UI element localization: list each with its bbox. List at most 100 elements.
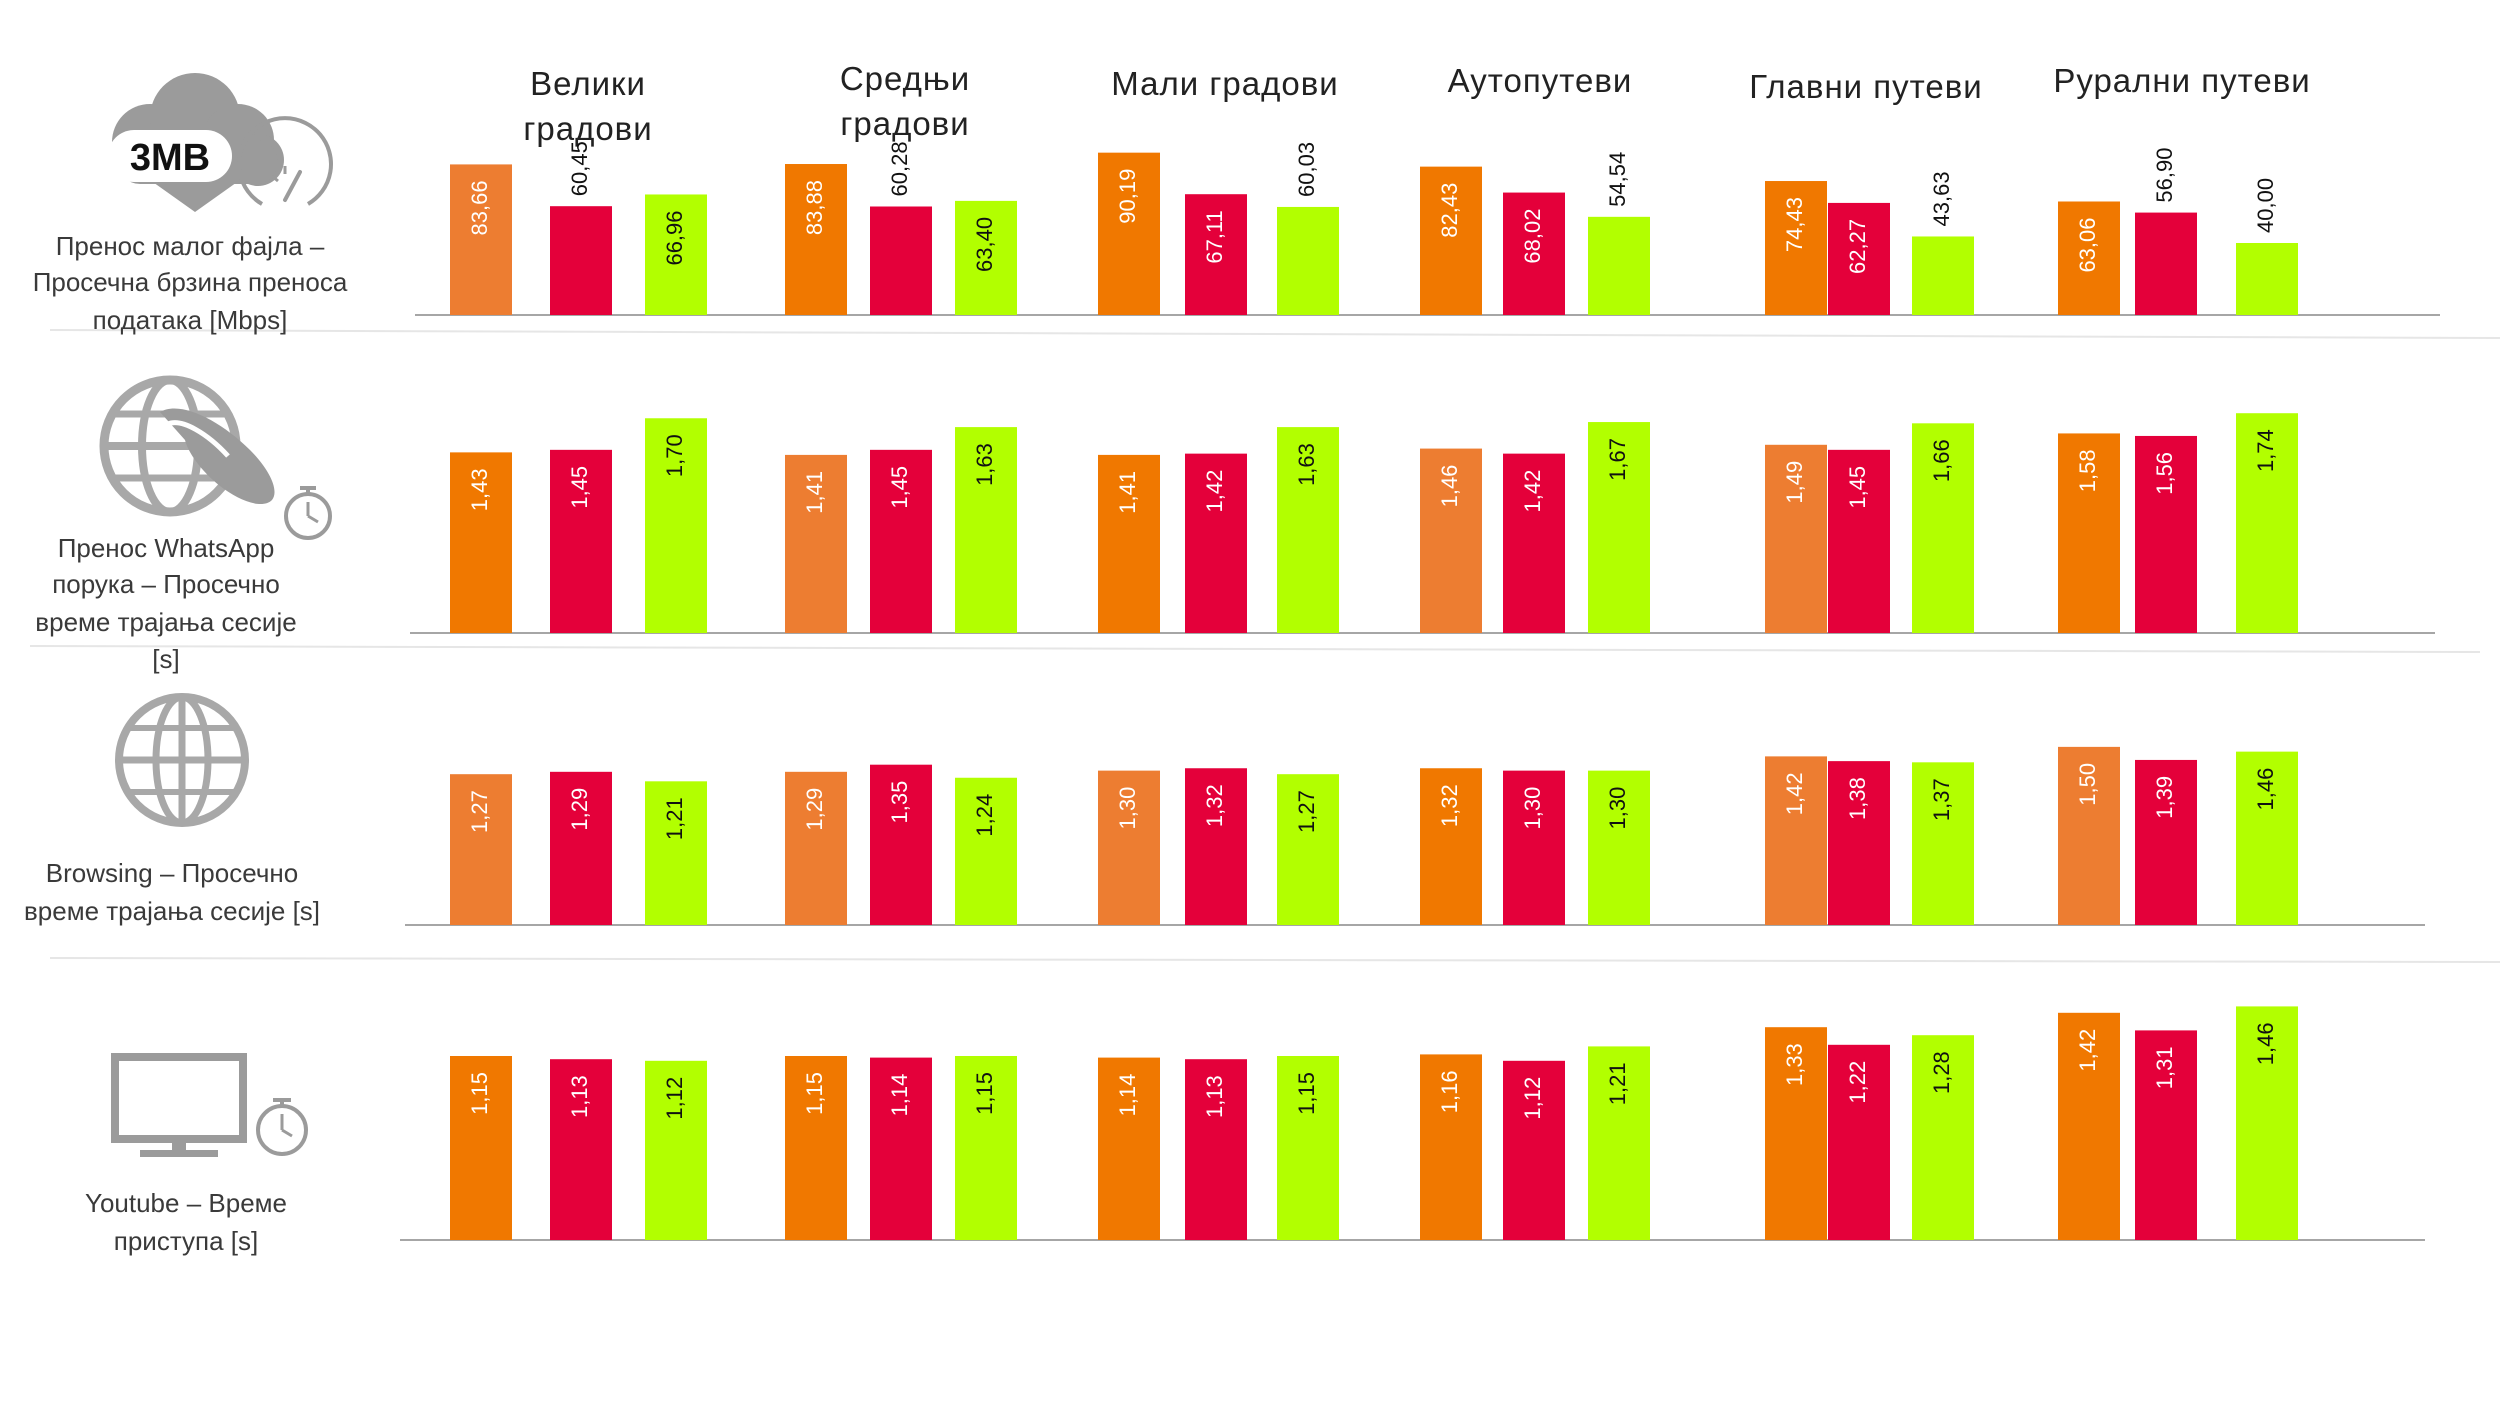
data-label: 1,15 (802, 1072, 827, 1115)
bar (1098, 454, 1160, 633)
data-label: 1,27 (1294, 790, 1319, 833)
category-header: Главни путеви (1749, 68, 1982, 105)
data-label: 1,67 (1605, 438, 1630, 481)
data-label: 60,03 (1294, 142, 1319, 197)
bar (1828, 449, 1890, 633)
data-label: 1,49 (1782, 461, 1807, 504)
data-label: 1,29 (802, 788, 827, 831)
data-label: 1,42 (1202, 470, 1227, 513)
bar (1098, 770, 1160, 925)
data-label: 1,46 (2253, 768, 2278, 811)
data-label: 1,16 (1437, 1070, 1462, 1113)
bar (645, 418, 707, 633)
data-label: 1,74 (2253, 429, 2278, 472)
bar (1098, 1057, 1160, 1240)
data-label: 1,15 (467, 1072, 492, 1115)
metric-labels: Пренос малог фајла – Просечна брзина прен… (24, 231, 348, 1256)
data-label: 54,54 (1605, 152, 1630, 207)
bar (2135, 435, 2197, 633)
bar (645, 1060, 707, 1240)
data-label: 1,66 (1929, 439, 1954, 482)
bar (1912, 1035, 1974, 1240)
bar (1765, 444, 1827, 633)
globe-icon (115, 693, 249, 827)
data-label: 1,42 (2075, 1029, 2100, 1072)
data-label: 40,00 (2253, 178, 2278, 233)
metric-label: Пренос WhatsApp порука – Просечно време тр… (35, 533, 296, 674)
data-label: 60,28 (887, 141, 912, 196)
data-label: 43,63 (1929, 171, 1954, 226)
bar (955, 200, 1017, 315)
data-label: 67,11 (1202, 210, 1227, 263)
bar (1420, 768, 1482, 925)
bar (1277, 774, 1339, 925)
category-header: Мали градови (1111, 65, 1338, 102)
bar (1828, 202, 1890, 315)
category-header: Средњи градови (840, 60, 970, 142)
panel-separator-3 (49, 957, 2500, 963)
cloud-icon-text: 3MB (130, 137, 210, 179)
data-label: 68,02 (1520, 209, 1545, 264)
bar (1277, 427, 1339, 633)
bar (1588, 770, 1650, 925)
data-label: 1,50 (2075, 763, 2100, 806)
data-label: 74,43 (1782, 197, 1807, 252)
bar (1420, 448, 1482, 633)
speedometer-icon (237, 116, 333, 206)
bar (785, 1056, 847, 1240)
category-header: Велики градови (523, 65, 652, 147)
monitor-timer-icon (111, 1053, 308, 1157)
data-label: 1,21 (662, 797, 687, 840)
data-label: 62,27 (1845, 219, 1870, 274)
bar (2135, 759, 2197, 925)
bar (955, 777, 1017, 925)
bar (2135, 1030, 2197, 1240)
data-label: 56,90 (2152, 148, 2177, 203)
bar (1185, 453, 1247, 633)
bar (450, 1056, 512, 1240)
data-label: 83,88 (802, 180, 827, 235)
bar (955, 427, 1017, 633)
data-label: 1,35 (887, 781, 912, 824)
timer-icon (256, 1098, 308, 1156)
bar (870, 206, 932, 315)
data-label: 1,30 (1115, 787, 1140, 830)
data-label: 1,41 (802, 471, 827, 514)
bar (1503, 453, 1565, 633)
bar (2236, 1006, 2298, 1240)
timer-icon (284, 486, 332, 540)
data-label: 1,33 (1782, 1043, 1807, 1086)
data-label: 1,21 (1605, 1062, 1630, 1105)
bar (1912, 423, 1974, 633)
data-label: 1,13 (567, 1075, 592, 1118)
data-label: 1,32 (1202, 784, 1227, 827)
bar (2236, 751, 2298, 925)
data-label: 60,45 (567, 141, 592, 196)
data-label: 1,14 (1115, 1074, 1140, 1117)
data-label: 1,15 (972, 1072, 997, 1115)
bar (785, 454, 847, 633)
metric-label: Пренос малог фајла – Просечна брзина прен… (33, 231, 348, 335)
bar (1765, 1027, 1827, 1240)
bar (2058, 433, 2120, 633)
category-header: Аутопутеви (1448, 62, 1633, 99)
data-label: 1,12 (662, 1077, 687, 1120)
data-label: 1,31 (2152, 1046, 2177, 1089)
data-label: 83,66 (467, 180, 492, 235)
data-label: 1,45 (887, 466, 912, 509)
data-label: 66,96 (662, 210, 687, 265)
bar (1098, 152, 1160, 315)
bar (1503, 192, 1565, 315)
bar (1588, 216, 1650, 315)
bar (1277, 206, 1339, 315)
data-label: 1,39 (2152, 776, 2177, 819)
bar (870, 449, 932, 633)
bar (1185, 194, 1247, 315)
data-label: 1,22 (1845, 1061, 1870, 1104)
data-label: 1,27 (467, 790, 492, 833)
data-label: 1,14 (887, 1074, 912, 1117)
data-label: 1,63 (1294, 443, 1319, 486)
data-label: 1,45 (1845, 466, 1870, 509)
